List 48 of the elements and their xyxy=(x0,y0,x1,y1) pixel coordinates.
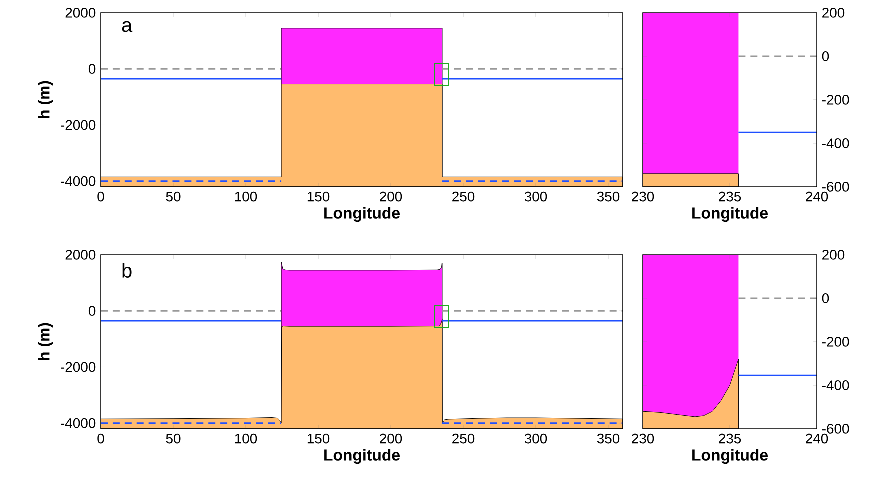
x-tick-label: 150 xyxy=(308,192,330,202)
x-tick-label: 235 xyxy=(719,434,742,444)
y-tick-label: -600 xyxy=(822,424,850,434)
y-tick-label: 2000 xyxy=(66,250,96,260)
x-tick-label: 200 xyxy=(380,192,402,202)
x-tick-label: 235 xyxy=(719,192,742,202)
y-tick-label: -2000 xyxy=(61,362,96,372)
x-tick-label: 300 xyxy=(524,192,548,202)
y-tick-label: -400 xyxy=(822,138,850,148)
annotation: a xyxy=(122,21,133,32)
x-tick-label: 150 xyxy=(308,434,330,444)
y-tick-label: -4000 xyxy=(61,176,96,186)
y-tick-label: 200 xyxy=(822,250,845,260)
y-tick-label: 2000 xyxy=(66,8,96,18)
y-axis-title: h (m) xyxy=(38,323,53,360)
x-tick-label: 300 xyxy=(524,434,548,444)
y-tick-label: 0 xyxy=(822,52,830,62)
x-tick-label: 240 xyxy=(806,192,828,202)
y-tick-label: 200 xyxy=(822,8,845,18)
x-tick-label: 230 xyxy=(632,434,654,444)
x-tick-label: 250 xyxy=(452,434,475,444)
x-tick-label: 0 xyxy=(98,192,104,202)
x-tick-label: 350 xyxy=(597,192,620,202)
y-tick-label: -200 xyxy=(822,337,850,347)
x-tick-label: 200 xyxy=(380,434,402,444)
x-tick-label: 50 xyxy=(166,192,181,202)
y-tick-label: -600 xyxy=(822,182,850,192)
y-axis-title: h (m) xyxy=(38,81,53,118)
x-axis-title: Longitude xyxy=(692,207,768,222)
x-tick-label: 240 xyxy=(806,434,828,444)
y-tick-label: 0 xyxy=(88,306,96,316)
y-tick-label: -2000 xyxy=(61,120,96,130)
y-tick-label: 0 xyxy=(822,294,830,304)
x-tick-label: 350 xyxy=(597,434,620,444)
y-tick-label: 0 xyxy=(88,64,96,74)
x-axis-title: Longitude xyxy=(324,207,400,222)
x-tick-label: 250 xyxy=(452,192,475,202)
x-tick-label: 50 xyxy=(166,434,181,444)
y-tick-label: -200 xyxy=(822,95,850,105)
x-tick-label: 230 xyxy=(632,192,654,202)
y-tick-label: -4000 xyxy=(61,418,96,428)
annotation: b xyxy=(122,263,132,278)
x-tick-label: 0 xyxy=(98,434,104,444)
x-tick-label: 100 xyxy=(235,434,258,444)
y-tick-label: -400 xyxy=(822,380,850,390)
x-axis-title: Longitude xyxy=(324,449,400,464)
x-tick-label: 100 xyxy=(235,192,258,202)
x-axis-title: Longitude xyxy=(692,449,768,464)
